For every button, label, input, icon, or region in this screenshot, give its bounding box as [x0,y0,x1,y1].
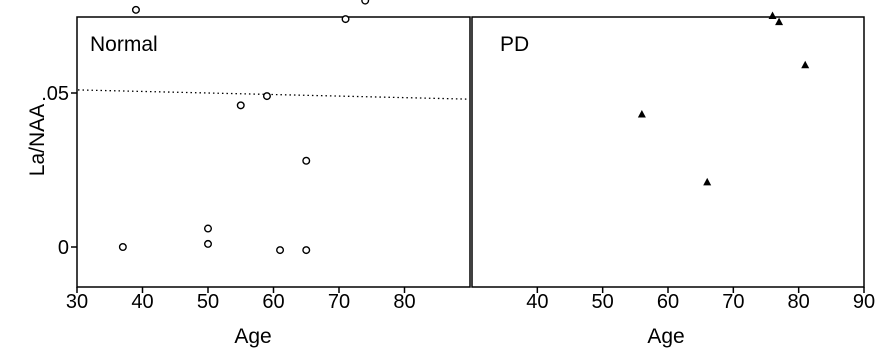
x-tick-label: 90 [853,291,875,313]
data-point [637,110,646,118]
data-point [775,17,784,26]
x-tick-label: 50 [197,291,219,313]
data-point [203,224,212,233]
data-point [131,5,140,14]
x-tick-label: 40 [131,291,153,313]
data-point [302,156,311,165]
data-point [236,101,245,110]
x-tick-label: 80 [788,291,810,313]
x-tick-label: 50 [592,291,614,313]
panel-title-normal: Normal [90,33,158,56]
y-tick-label: 0 [58,237,69,259]
data-point [703,177,712,186]
panel-pd: PD Age 40 50 60 70 80 90 [471,11,875,348]
plot-frame [471,16,865,288]
x-tick-label: 70 [328,291,350,313]
data-point [262,92,271,101]
data-point [768,11,777,19]
x-tick-label: 70 [722,291,744,313]
x-axis-title: Age [647,325,684,348]
x-tick-label: 40 [526,291,548,313]
panel-normal: Normal Age 3040506070800.05.10.15.20.25.… [41,0,471,348]
data-point [341,15,350,24]
x-tick-label: 60 [262,291,284,313]
y-tick-label: .05 [41,83,69,105]
data-point [361,0,370,5]
x-axis-title: Age [234,325,271,348]
panel-title-pd: PD [500,33,529,56]
data-point [302,246,311,255]
reference-line-dotted [77,89,470,100]
plot-frame [76,16,471,288]
x-tick-label: 80 [393,291,415,313]
x-tick-label: 30 [66,291,88,313]
data-point [118,242,127,251]
data-point [203,239,212,248]
x-tick-label: 60 [657,291,679,313]
data-point [801,60,810,69]
data-point [276,246,285,255]
y-axis-title: La/NAA [26,104,49,176]
